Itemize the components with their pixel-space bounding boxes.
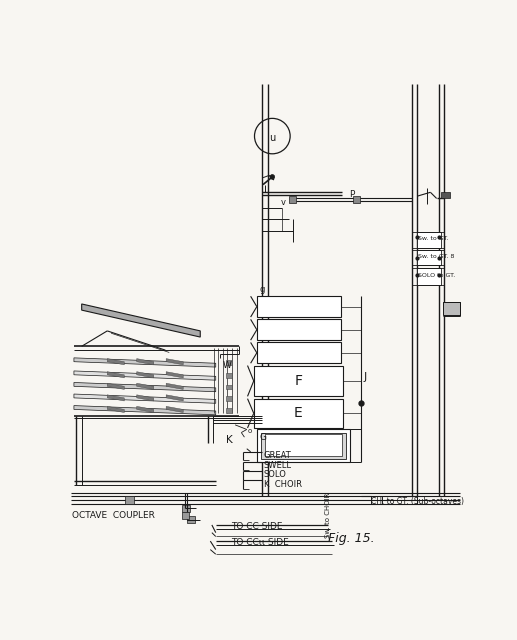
Circle shape (270, 175, 275, 179)
Polygon shape (136, 383, 154, 389)
Bar (417, 268, 440, 285)
Bar (443, 301, 460, 316)
Text: J: J (364, 372, 367, 382)
Text: Sw. to CHOIR: Sw. to CHOIR (325, 493, 331, 538)
Bar (353, 196, 360, 203)
Bar (183, 512, 189, 519)
Polygon shape (107, 383, 124, 389)
Bar (226, 408, 232, 413)
Bar (226, 360, 232, 365)
Bar (226, 373, 232, 378)
Text: v: v (281, 198, 286, 207)
Bar (187, 516, 195, 524)
Bar (183, 505, 190, 512)
Text: o: o (248, 428, 252, 434)
Text: CH. to GT. (Sub-octaves): CH. to GT. (Sub-octaves) (371, 497, 464, 506)
Polygon shape (107, 395, 124, 401)
Bar (125, 497, 134, 504)
Polygon shape (136, 358, 154, 365)
Polygon shape (107, 358, 124, 365)
Text: Sw. to GT.: Sw. to GT. (418, 236, 449, 241)
Text: SWELL: SWELL (264, 461, 292, 470)
Text: Fig. 15.: Fig. 15. (328, 532, 375, 545)
Bar (226, 385, 232, 389)
Polygon shape (166, 383, 183, 389)
Bar (257, 296, 341, 317)
Bar (257, 429, 350, 462)
Text: TO CC SIDE: TO CC SIDE (231, 522, 283, 531)
Text: W: W (223, 361, 232, 370)
Text: K  CHOIR: K CHOIR (264, 479, 302, 488)
Text: g: g (260, 285, 265, 294)
Polygon shape (107, 372, 124, 378)
Text: OCTAVE  COUPLER: OCTAVE COUPLER (72, 511, 155, 520)
Bar (417, 250, 440, 266)
Polygon shape (136, 406, 154, 413)
Polygon shape (166, 358, 183, 365)
Text: GREAT: GREAT (264, 451, 292, 460)
Polygon shape (136, 395, 154, 401)
Polygon shape (107, 406, 124, 413)
Polygon shape (74, 358, 216, 367)
Bar (254, 365, 343, 396)
Text: F: F (294, 374, 302, 388)
Bar (226, 396, 232, 401)
Bar (261, 433, 346, 459)
Polygon shape (74, 394, 216, 403)
Text: Sw. to GT. 8: Sw. to GT. 8 (418, 253, 454, 259)
Polygon shape (166, 372, 183, 378)
Text: SOLO: SOLO (264, 470, 286, 479)
Polygon shape (74, 383, 216, 392)
Polygon shape (136, 372, 154, 378)
Bar (254, 399, 343, 428)
Polygon shape (166, 406, 183, 413)
Text: u: u (269, 132, 276, 143)
Bar (288, 196, 296, 203)
Bar (417, 232, 440, 248)
Text: P: P (349, 190, 355, 199)
Text: K: K (225, 435, 232, 445)
Bar (265, 434, 342, 456)
Bar (257, 319, 341, 340)
Bar (440, 192, 450, 198)
Polygon shape (74, 406, 216, 415)
Polygon shape (82, 304, 200, 337)
Polygon shape (74, 371, 216, 380)
Text: SOLO to GT.: SOLO to GT. (418, 273, 455, 278)
Text: G: G (260, 433, 267, 442)
Text: E: E (294, 406, 302, 420)
Bar (257, 342, 341, 364)
Text: TO CCιι SIDE: TO CCιι SIDE (231, 538, 289, 547)
Polygon shape (166, 395, 183, 401)
